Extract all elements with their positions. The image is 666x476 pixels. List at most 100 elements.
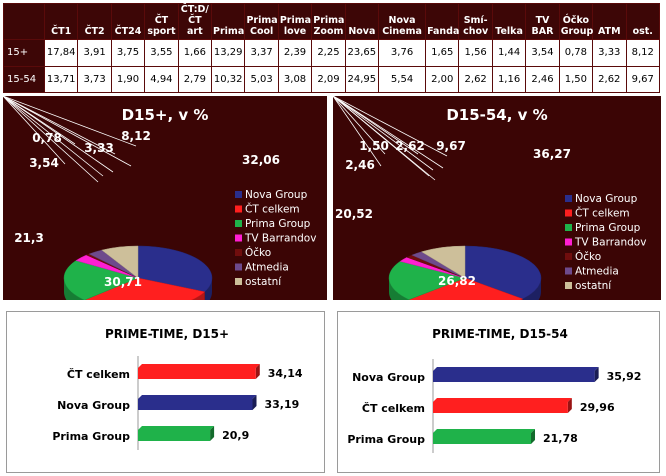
table-cell: 9,67	[625, 65, 660, 93]
column-header: Nova	[344, 3, 380, 40]
pie-title: D15-54, v %	[446, 106, 547, 124]
column-header: Óčko Group	[558, 3, 593, 40]
bar-side	[252, 395, 257, 410]
bar-value-label: 35,92	[607, 370, 642, 383]
bar-category-label: Prima Group	[347, 433, 425, 446]
pie-slice-ostatní	[101, 245, 139, 279]
bar-category-label: Nova Group	[352, 371, 425, 384]
table-cell: 2,62	[592, 65, 627, 93]
bar-top	[138, 426, 215, 430]
legend-swatch	[565, 224, 572, 231]
column-header: ČT24	[110, 3, 146, 40]
bar-top	[138, 364, 260, 368]
column-header: Prima Cool	[244, 3, 279, 40]
legend-item: Atmedia	[245, 262, 289, 274]
bar-category-label: Prima Group	[52, 430, 130, 443]
pie-data-label: 21,3	[14, 231, 44, 245]
bar-čt-celkem	[138, 368, 256, 379]
bar-top	[433, 429, 536, 433]
column-header: TV BAR	[525, 3, 560, 40]
bar-value-label: 20,9	[222, 429, 249, 442]
table-cell: 3,73	[77, 65, 112, 93]
bar-title: PRIME-TIME, D15-54	[432, 327, 568, 341]
legend-swatch	[565, 253, 572, 260]
pie-data-label: 36,27	[533, 147, 571, 161]
bar-čt-celkem	[433, 402, 568, 413]
row-label: 15-54	[3, 65, 45, 93]
legend-item: Óčko	[245, 246, 271, 259]
leader-line	[2, 95, 66, 165]
table-cell: 1,56	[458, 39, 493, 67]
legend-swatch	[565, 238, 572, 246]
pie-slice-prima-group	[63, 260, 139, 301]
table-cell: 2,79	[177, 65, 213, 93]
legend-item: ČT celkem	[575, 207, 630, 220]
column-header: Telka	[491, 3, 527, 40]
legend-swatch	[235, 249, 242, 256]
bar-panel-prime-d15plus: PRIME-TIME, D15+ ČT celkem 34,14 Nova Group…	[6, 311, 325, 473]
bar-value-label: 33,19	[265, 398, 300, 411]
bar-nova-group	[138, 399, 253, 410]
table-row: 15-54 13,71 3,73 1,90 4,94 2,79 10,32 5,03 3,08 2…	[3, 65, 660, 93]
table-row: 15+ 17,84 3,91 3,75 3,55 1,66 13,29 3,37 2,39 2,2…	[3, 39, 660, 67]
column-header: ČT sport	[144, 3, 179, 40]
bar-side	[210, 426, 215, 441]
legend-item: Óčko	[575, 250, 601, 263]
pie-legend: Nova Group ČT celkem Prima Group TV Barrand…	[565, 193, 646, 292]
leader-line	[2, 95, 104, 177]
column-header: Smí- chov	[458, 3, 493, 40]
column-header: Prima love	[277, 3, 313, 40]
legend-item: Prima Group	[575, 222, 641, 234]
table-cell: 8,12	[625, 39, 660, 67]
table-cell: 5,03	[244, 65, 279, 93]
pie-data-label: 3,54	[29, 156, 59, 170]
leader-line	[2, 95, 116, 155]
bar-category-label: ČT celkem	[362, 402, 425, 415]
bar-chart-prime-d15plus: PRIME-TIME, D15+ ČT celkem 34,14 Nova Group…	[52, 327, 303, 450]
pie-slice-nova-group	[137, 245, 213, 293]
legend-item: Prima Group	[245, 218, 311, 230]
table-corner	[3, 3, 45, 40]
pie-panel-d15plus: D15+, v % 32,06 30,71 21,3 3,54 0,78 3,33 8,12 N…	[2, 95, 327, 324]
leader-line	[332, 95, 382, 167]
pie-chart-d15plus: D15+, v %32,0630,7121,33,540,783,338,12N…	[2, 95, 316, 324]
column-header: ost.	[625, 3, 660, 40]
table-cell: 5,54	[378, 65, 427, 93]
bar-prima-group	[138, 430, 211, 441]
table-cell: 23,65	[344, 39, 380, 67]
leader-line	[2, 95, 114, 173]
pie-chart-d15-54: D15-54, v %36,2726,8220,522,461,502,629,…	[332, 95, 646, 324]
legend-swatch	[565, 209, 572, 217]
pie-slice-side	[204, 278, 212, 306]
legend-item: Nova Group	[245, 189, 308, 201]
table-cell: 2,09	[311, 65, 346, 93]
table-cell: 2,25	[311, 39, 346, 67]
bar-value-label: 34,14	[268, 367, 303, 380]
table-cell: 1,66	[177, 39, 213, 67]
table-cell: 2,46	[525, 65, 560, 93]
legend-swatch	[565, 282, 572, 289]
legend-swatch	[235, 263, 242, 271]
bar-chart-prime-d15-54: PRIME-TIME, D15-54 Nova Group 35,92 ČT celk…	[347, 327, 642, 453]
table-cell: 13,29	[211, 39, 246, 67]
bar-value-label: 21,78	[543, 432, 578, 445]
bar-category-label: Nova Group	[57, 399, 130, 412]
pie-title: D15+, v %	[122, 106, 209, 124]
table-cell: 13,71	[43, 65, 79, 93]
pie-legend: Nova Group ČT celkem Prima Group TV Barrand…	[235, 189, 316, 288]
pie-slice-ostatní	[420, 245, 466, 279]
table-cell: 17,84	[43, 39, 79, 67]
table-cell: 3,91	[77, 39, 112, 67]
legend-swatch	[235, 191, 242, 198]
bar-side	[255, 364, 260, 379]
column-header: ČT2	[77, 3, 112, 40]
legend-item: TV Barrandov	[244, 233, 316, 245]
bar-top	[433, 367, 599, 371]
table-cell: 1,50	[558, 65, 594, 93]
bar-panel-prime-d15-54: PRIME-TIME, D15-54 Nova Group 35,92 ČT celk…	[337, 311, 660, 473]
table-cell: 1,44	[491, 39, 527, 67]
table-cell: 2,00	[425, 65, 460, 93]
table-cell: 3,55	[144, 39, 179, 67]
table-cell: 24,95	[344, 65, 380, 93]
table-cell: 3,76	[378, 39, 427, 67]
